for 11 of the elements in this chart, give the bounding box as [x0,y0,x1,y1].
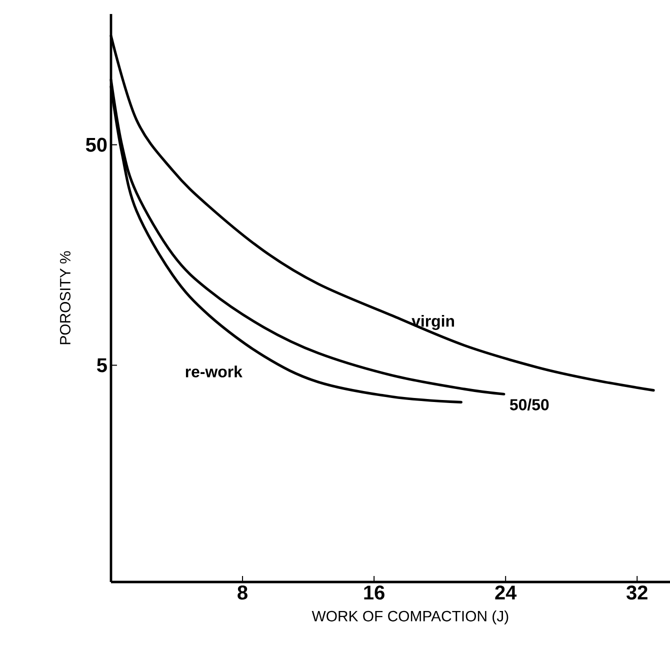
y-tick-label: 5 [97,358,107,372]
series-label: 50/50 [510,398,549,410]
series-label: virgin [412,315,454,330]
x-tick-label: 16 [364,586,384,600]
x-tick-label: 32 [626,586,648,600]
y-axis-title: POROSITY % [60,251,70,344]
x-axis-title: WORK OF COMPACTION (J) [312,610,508,624]
x-tick-label: 8 [238,586,248,600]
series-label: re-work [186,366,242,378]
y-tick-label: 50 [86,138,107,152]
x-tick-label: 24 [495,586,517,600]
